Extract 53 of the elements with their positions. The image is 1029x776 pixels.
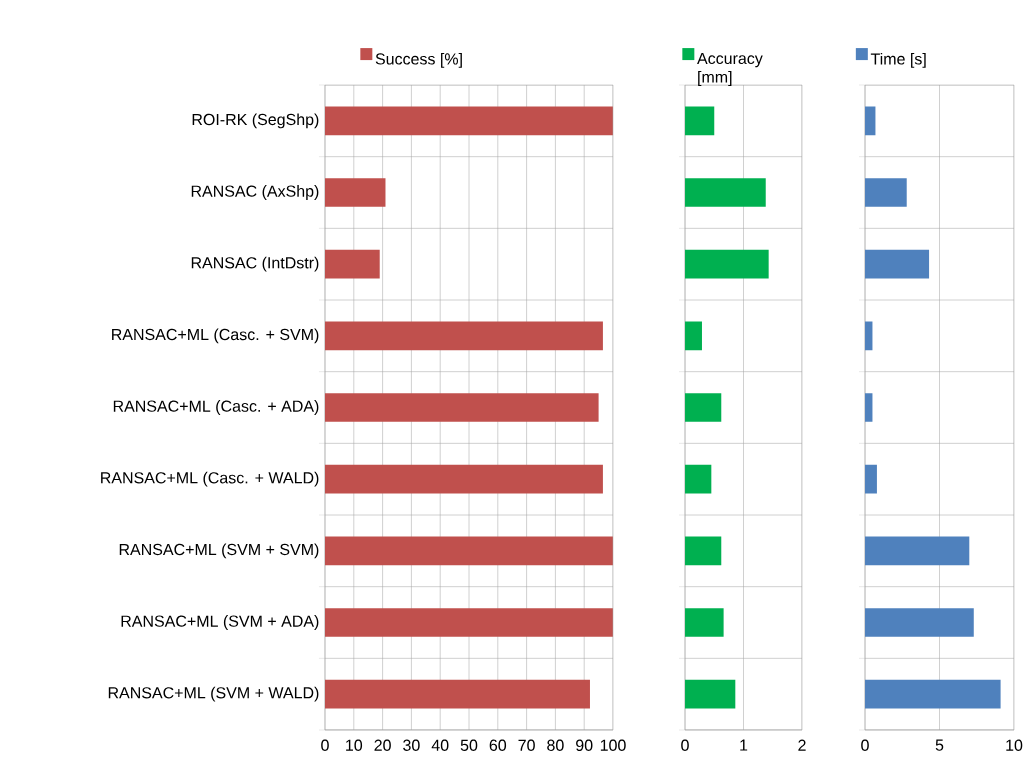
bar bbox=[325, 536, 613, 566]
y-tick-label: RANSAC (IntDstr) bbox=[191, 256, 319, 272]
bar bbox=[325, 464, 603, 494]
x-tick-label: 0 bbox=[681, 739, 689, 751]
legend-label: Success [%] bbox=[375, 52, 462, 68]
bar bbox=[685, 321, 702, 351]
bar bbox=[325, 178, 386, 207]
bar bbox=[325, 249, 380, 279]
bar bbox=[685, 178, 766, 207]
x-tick-label: 40 bbox=[431, 739, 449, 751]
x-tick-label: 50 bbox=[460, 739, 478, 751]
x-tick-label: 20 bbox=[374, 739, 391, 751]
bar bbox=[685, 106, 715, 136]
x-tick-label: 10 bbox=[1006, 739, 1023, 751]
y-tick-label: RANSAC+ML (Casc. + SVM) bbox=[112, 328, 319, 344]
x-tick-label: 30 bbox=[403, 739, 420, 751]
bar bbox=[325, 393, 599, 422]
x-tick-label: 2 bbox=[798, 739, 806, 751]
bar bbox=[685, 393, 722, 422]
bar bbox=[865, 608, 974, 637]
y-tick-label: RANSAC+ML (Casc. + ADA) bbox=[113, 400, 319, 415]
bar bbox=[685, 679, 736, 709]
bar bbox=[685, 249, 769, 279]
x-tick-label: 70 bbox=[518, 739, 535, 751]
x-tick-label: 60 bbox=[489, 739, 507, 751]
bar bbox=[865, 536, 970, 566]
legend-label: Accuracy [mm] bbox=[697, 52, 763, 86]
y-tick-label: RANSAC+ML (SVM + ADA) bbox=[121, 615, 319, 630]
y-tick-label: ROI-RK (SegShp) bbox=[192, 113, 319, 129]
x-tick-label: 0 bbox=[861, 739, 869, 751]
y-tick-label: RANSAC+ML (SVM + WALD) bbox=[108, 686, 319, 702]
x-tick-label: 90 bbox=[576, 739, 593, 751]
bar bbox=[325, 679, 590, 709]
bar bbox=[325, 608, 613, 637]
y-tick-label: RANSAC+ML (SVM + SVM) bbox=[119, 543, 319, 559]
bar bbox=[685, 536, 722, 566]
x-tick-label: 0 bbox=[321, 739, 329, 751]
x-tick-label: 80 bbox=[547, 739, 564, 751]
bar bbox=[325, 106, 613, 136]
y-tick-label: RANSAC+ML (Casc. + WALD) bbox=[101, 471, 319, 487]
legend-label: Time [s] bbox=[870, 52, 926, 68]
x-tick-label: 1 bbox=[740, 739, 748, 751]
x-tick-label: 10 bbox=[346, 739, 363, 751]
x-tick-label: 5 bbox=[935, 739, 944, 751]
bar bbox=[865, 464, 877, 494]
y-tick-label: RANSAC (AxShp) bbox=[191, 185, 319, 200]
bar bbox=[865, 178, 907, 207]
bar bbox=[865, 679, 1001, 709]
bar bbox=[865, 249, 930, 279]
x-tick-label: 100 bbox=[600, 739, 626, 751]
bar bbox=[685, 464, 712, 494]
bar bbox=[685, 608, 724, 637]
bar bbox=[325, 321, 603, 351]
